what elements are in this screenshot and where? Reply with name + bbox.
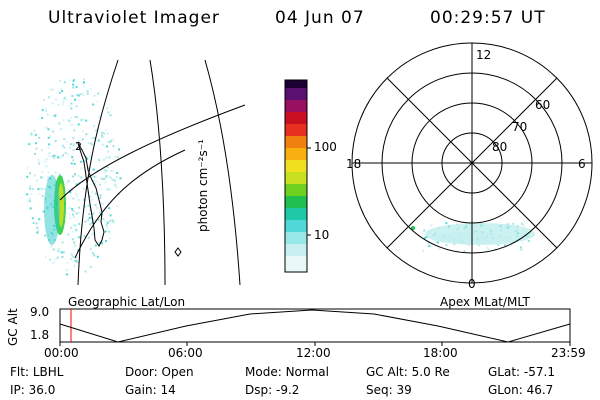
- instrument-title: Ultraviolet Imager: [48, 8, 220, 28]
- polar-grid: [351, 42, 593, 284]
- timeline-ymin: 1.8: [30, 328, 50, 342]
- coastline: [77, 142, 182, 257]
- polar-hour-6: 6: [578, 157, 586, 171]
- info-flt: Flt: LBHL: [10, 365, 64, 379]
- polar-hour-12: 12: [476, 48, 492, 62]
- info-dsp: Dsp: -9.2: [245, 383, 300, 397]
- timeline-tick-1200: 12:00: [296, 346, 331, 360]
- title-bar: Ultraviolet Imager 04 Jun 07 00:29:57 UT: [0, 0, 600, 32]
- altitude-timeline: [59, 308, 571, 346]
- timeline-ymax: 9.0: [30, 305, 50, 319]
- timeline-tick-2359: 23:59: [551, 346, 586, 360]
- colorbar-tick-100: 100: [314, 140, 337, 154]
- colorbar-tick-10: 10: [314, 228, 330, 242]
- timeline-tick-0600: 06:00: [168, 346, 203, 360]
- info-mode: Mode: Normal: [245, 365, 329, 379]
- timeline-axis-label: GC Alt: [6, 308, 20, 346]
- info-door: Door: Open: [125, 365, 194, 379]
- coast-number-label: 2: [75, 140, 82, 153]
- info-glon: GLon: 46.7: [488, 383, 554, 397]
- observation-date: 04 Jun 07: [275, 8, 365, 28]
- observation-time: 00:29:57 UT: [430, 8, 546, 28]
- polar-hour-0: 0: [468, 277, 476, 291]
- info-seq: Seq: 39: [366, 383, 412, 397]
- polar-lat-80: 80: [492, 140, 508, 154]
- aurora-band: [44, 175, 66, 245]
- colorbar-units-label: photon cm⁻²s⁻¹: [196, 139, 210, 232]
- emission-speckle-left: [26, 78, 122, 276]
- emission-speckle-polar: [422, 222, 530, 252]
- info-gc-alt: GC Alt: 5.0 Re: [366, 365, 450, 379]
- altitude-curve: [59, 309, 571, 343]
- info-gain: Gain: 14: [125, 383, 176, 397]
- timeline-tick-1800: 18:00: [423, 346, 458, 360]
- polar-lat-70: 70: [512, 120, 528, 134]
- geographic-caption: Geographic Lat/Lon: [68, 295, 186, 309]
- timeline-tick-0000: 00:00: [44, 346, 79, 360]
- geographic-grid: [59, 59, 246, 286]
- polar-hour-18: 18: [346, 157, 362, 171]
- polar-lat-60: 60: [535, 98, 551, 112]
- apex-caption: Apex MLat/MLT: [440, 295, 530, 309]
- info-glat: GLat: -57.1: [488, 365, 555, 379]
- color-scale-bar: [284, 79, 311, 273]
- info-ip: IP: 36.0: [10, 383, 56, 397]
